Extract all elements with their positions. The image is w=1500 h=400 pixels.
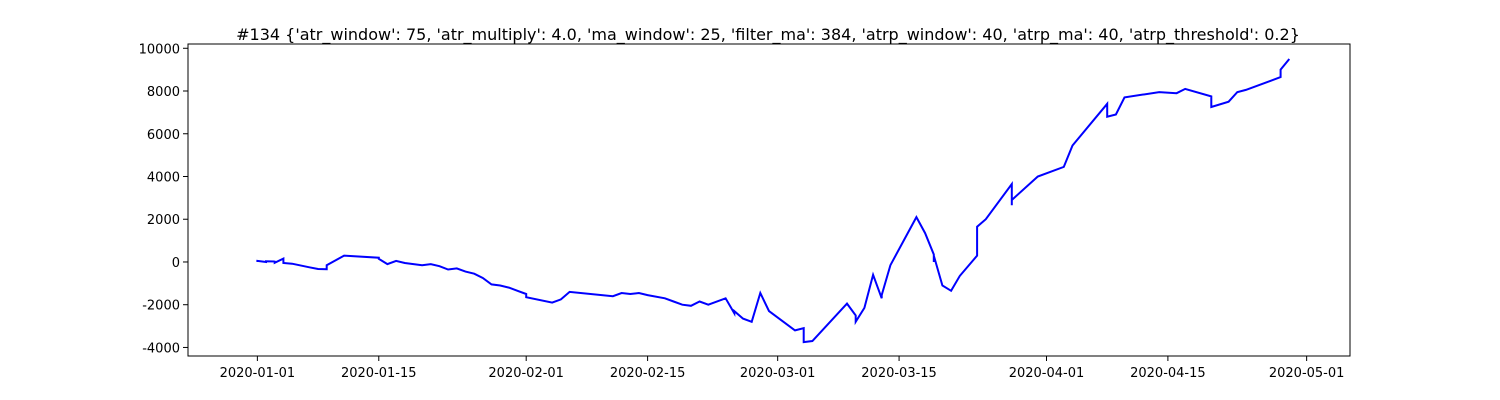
x-tick-label: 2020-01-01 [220,366,296,381]
y-tick-label: -2000 [142,299,180,314]
x-tick-label: 2020-04-15 [1130,366,1206,381]
y-tick-label: -4000 [142,341,180,356]
x-tick-label: 2020-04-01 [1009,366,1085,381]
x-tick-label: 2020-02-15 [610,366,686,381]
x-tick-label: 2020-02-01 [488,366,564,381]
x-tick-label: 2020-01-15 [341,366,417,381]
y-tick-label: 8000 [147,85,180,100]
chart-title: #134 {'atr_window': 75, 'atr_multiply': … [236,25,1300,45]
y-tick-label: 10000 [139,42,180,57]
x-tick-label: 2020-05-01 [1269,366,1345,381]
y-tick-label: 6000 [147,128,180,143]
x-tick-label: 2020-03-15 [861,366,937,381]
x-axis: 2020-01-01 2020-01-15 2020-02-01 2020-02-15… [220,356,1345,381]
y-tick-label: 2000 [147,213,180,228]
y-axis: -4000 -2000 0 2000 4000 6000 8000 10000 [139,42,188,356]
series-line [256,58,1291,344]
plot-area-frame [187,43,1351,357]
x-tick-label: 2020-03-01 [740,366,816,381]
y-tick-label: 4000 [147,170,180,185]
y-tick-label: 0 [172,256,180,271]
